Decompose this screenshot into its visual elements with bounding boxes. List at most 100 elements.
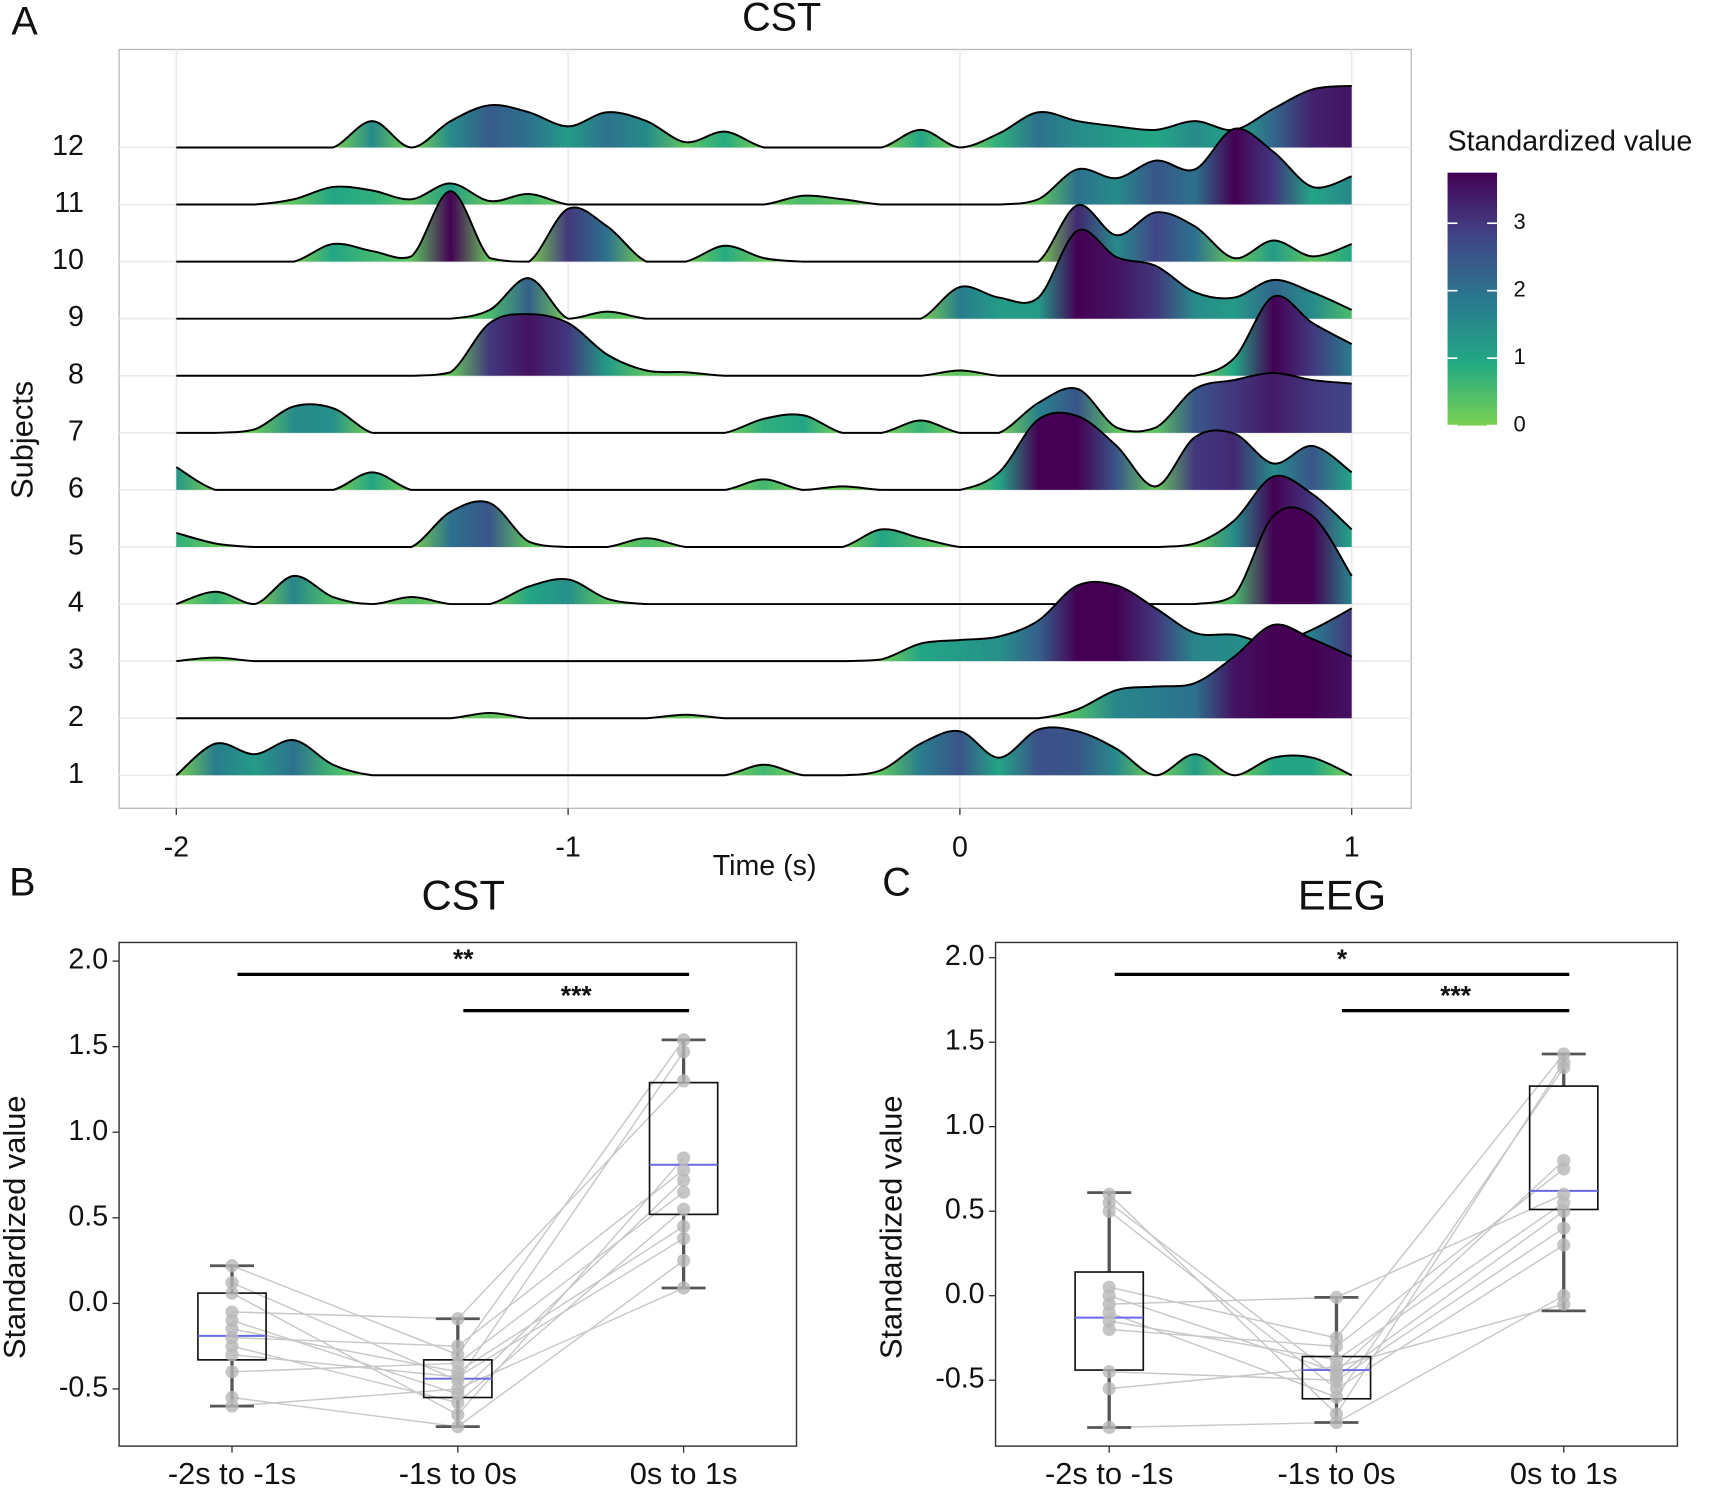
panel-label: A xyxy=(11,0,38,44)
y-tick-label: 7 xyxy=(68,415,84,447)
significance-label: *** xyxy=(561,980,593,1010)
y-axis-label: Standardized value xyxy=(0,1095,32,1359)
y-tick-label: 2.0 xyxy=(68,944,108,976)
y-tick-label: 4 xyxy=(68,587,84,619)
x-axis-label: Time (s) xyxy=(713,850,817,882)
data-point xyxy=(1557,1060,1571,1075)
ridge-area xyxy=(176,191,1352,262)
x-tick-label: -1 xyxy=(555,832,580,864)
colorbar-tick-label: 3 xyxy=(1514,209,1526,234)
ridge-line xyxy=(175,506,1353,606)
data-point xyxy=(225,1276,239,1290)
data-point xyxy=(677,1219,691,1233)
x-tick-label: 1 xyxy=(1344,832,1360,864)
colorbar-tick-label: 2 xyxy=(1514,277,1526,302)
ridge-area xyxy=(176,128,1352,205)
ridge-line xyxy=(176,474,1353,548)
y-tick-label: 12 xyxy=(52,130,84,162)
data-point xyxy=(1557,1162,1571,1176)
y-tick-label: 3 xyxy=(68,644,84,676)
data-point xyxy=(1102,1204,1116,1218)
data-point xyxy=(451,1312,465,1326)
x-tick-label: -2s to -1s xyxy=(1045,1456,1173,1489)
y-axis-label: Standardized value xyxy=(873,1095,908,1359)
y-tick-label: 1.0 xyxy=(945,1109,985,1141)
data-point xyxy=(225,1365,239,1379)
data-point xyxy=(1102,1322,1116,1337)
panel-label: C xyxy=(882,861,911,905)
data-point xyxy=(677,1151,691,1165)
y-axis-label: Subjects xyxy=(5,381,40,499)
y-tick-label: 1 xyxy=(68,758,84,790)
y-tick-label: 0.5 xyxy=(945,1194,985,1226)
data-point xyxy=(225,1399,239,1413)
data-point xyxy=(1557,1047,1571,1061)
colorbar xyxy=(1447,172,1498,426)
colorbar-tick-label: 1 xyxy=(1514,344,1526,369)
y-tick-label: 0.0 xyxy=(945,1278,985,1310)
y-tick-label: 0.5 xyxy=(68,1200,108,1232)
y-tick-label: 6 xyxy=(68,472,84,504)
y-tick-label: 1.5 xyxy=(68,1029,108,1061)
y-tick-label: 2 xyxy=(68,701,84,733)
data-point xyxy=(1329,1290,1344,1304)
data-point xyxy=(451,1420,465,1434)
x-tick-label: 0s to 1s xyxy=(630,1456,738,1489)
chart-title: CST xyxy=(422,871,506,918)
x-tick-label: -2 xyxy=(164,832,189,864)
y-tick-label: 1.0 xyxy=(68,1115,108,1147)
subject-line xyxy=(231,1080,685,1320)
y-tick-label: 10 xyxy=(52,244,84,276)
ridge-area xyxy=(176,581,1352,662)
x-tick-label: -1s to 0s xyxy=(399,1456,517,1489)
data-point xyxy=(1329,1415,1344,1430)
data-point xyxy=(225,1348,239,1362)
plot-border xyxy=(118,941,798,1447)
ridge-area xyxy=(176,85,1352,148)
data-point xyxy=(1102,1365,1116,1379)
data-point xyxy=(451,1339,465,1353)
data-point xyxy=(451,1370,465,1384)
data-point xyxy=(677,1033,691,1047)
data-point xyxy=(225,1286,239,1300)
data-point xyxy=(451,1382,465,1396)
chart-title: CST xyxy=(742,0,821,39)
y-tick-label: -0.5 xyxy=(59,1371,108,1403)
ridge-line xyxy=(176,294,1353,377)
data-point xyxy=(1102,1420,1116,1435)
ridge-area xyxy=(176,229,1352,319)
data-point xyxy=(677,1045,691,1059)
data-point xyxy=(1557,1289,1571,1303)
ridge-area xyxy=(176,507,1352,605)
data-point xyxy=(1329,1390,1344,1404)
ridge-area xyxy=(176,727,1352,776)
panel-label: B xyxy=(9,861,35,905)
chart-title: EEG xyxy=(1298,871,1386,918)
data-point xyxy=(451,1356,465,1370)
y-tick-label: 1.5 xyxy=(945,1025,985,1057)
data-point xyxy=(1557,1238,1571,1252)
y-tick-label: 9 xyxy=(68,301,84,333)
ridge-line xyxy=(176,580,1353,663)
y-tick-label: 2.0 xyxy=(945,940,985,972)
data-point xyxy=(1557,1221,1571,1235)
data-point xyxy=(677,1281,691,1295)
y-tick-label: -0.5 xyxy=(935,1363,984,1395)
ridge-line xyxy=(176,190,1353,263)
data-point xyxy=(225,1259,239,1273)
x-tick-label: 0s to 1s xyxy=(1510,1456,1618,1489)
ridge-line xyxy=(176,84,1352,149)
plot-border xyxy=(994,941,1679,1447)
data-point xyxy=(677,1074,691,1088)
y-tick-label: 0.0 xyxy=(68,1286,108,1318)
data-point xyxy=(451,1396,465,1410)
data-point xyxy=(677,1173,691,1187)
data-point xyxy=(677,1202,691,1216)
ridge-line xyxy=(176,127,1353,206)
ridge-line xyxy=(176,228,1353,320)
ridge-line xyxy=(175,411,1353,491)
data-point xyxy=(1102,1382,1116,1396)
ridge-line xyxy=(175,726,1353,777)
significance-label: * xyxy=(1337,944,1348,974)
